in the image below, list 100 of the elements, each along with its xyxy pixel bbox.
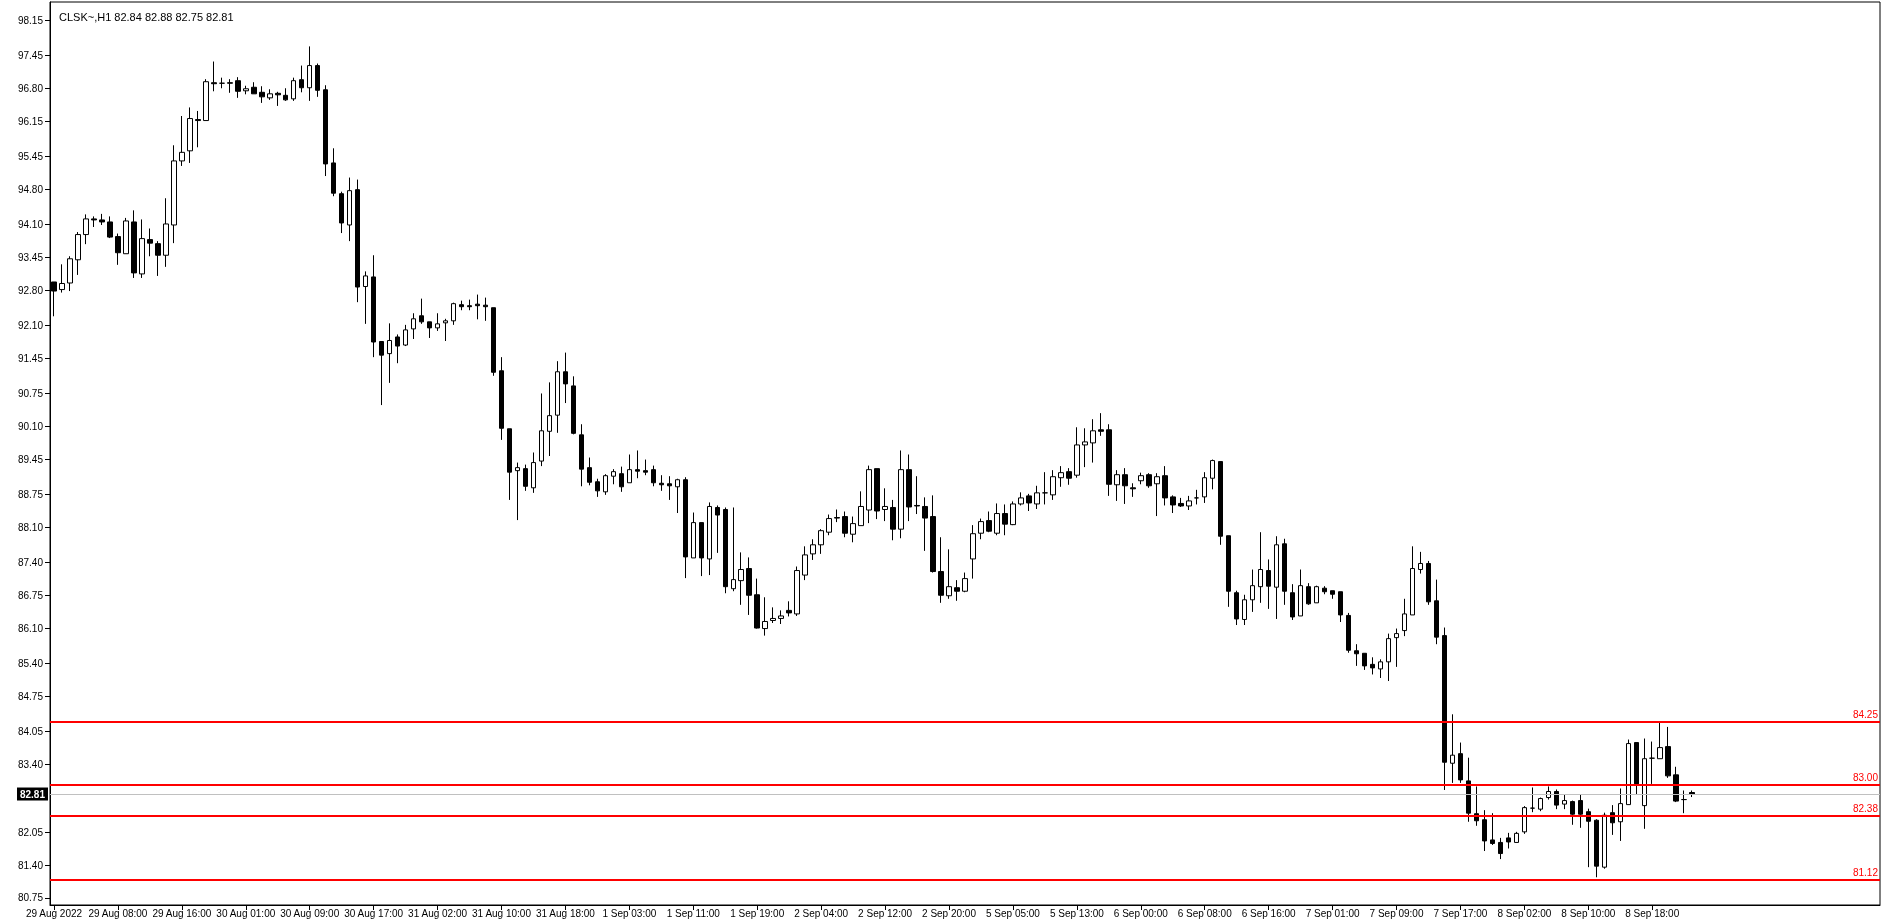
candlestick (283, 87, 288, 102)
candlestick (1114, 469, 1120, 502)
y-tick-label: 95.45 (17, 150, 44, 162)
y-tick-label: 82.05 (17, 826, 44, 838)
candlestick (259, 85, 265, 104)
candlestick (1010, 500, 1016, 526)
candlestick (1178, 497, 1184, 508)
candlestick (746, 556, 752, 616)
candlestick (339, 191, 344, 234)
y-tick-label: 87.40 (17, 556, 44, 568)
candlestick (467, 299, 472, 311)
candlestick (1657, 721, 1663, 760)
candlestick (810, 538, 816, 561)
x-tick-label: 8 Sep 10:00 (1561, 907, 1616, 919)
candlestick (635, 449, 640, 479)
candlestick (643, 459, 648, 476)
candlestick (1450, 713, 1455, 784)
y-tick-label: 94.10 (17, 218, 44, 230)
candlestick (1386, 633, 1391, 682)
y-tick-label: 93.45 (17, 251, 44, 263)
candlestick (627, 454, 632, 484)
y-tick-label: 97.45 (17, 49, 44, 61)
candlestick (1002, 503, 1008, 536)
candlestick (1506, 832, 1511, 849)
candlestick (1218, 461, 1223, 546)
candlestick (579, 423, 584, 487)
candlestick (707, 501, 712, 576)
x-tick-label: 7 Sep 09:00 (1369, 907, 1424, 919)
y-tick-label: 88.10 (17, 521, 44, 533)
candlestick (1514, 831, 1519, 843)
candlestick (1490, 812, 1495, 846)
candlestick (147, 228, 153, 257)
candlestick (1082, 427, 1088, 468)
candlestick (587, 457, 592, 486)
candlestick (1090, 418, 1096, 464)
candlestick (123, 217, 129, 255)
candlestick (411, 312, 416, 340)
y-tick-label: 84.75 (17, 690, 44, 702)
candlestick (691, 512, 696, 559)
candlestick (946, 548, 952, 600)
candlestick (67, 255, 73, 292)
candlestick (371, 254, 376, 358)
ref-line-label: 82.38 (1852, 803, 1879, 815)
candlestick (403, 324, 408, 347)
candlestick (1442, 627, 1447, 791)
y-tick-label: 92.10 (17, 319, 44, 331)
x-tick-label: 7 Sep 17:00 (1433, 907, 1488, 919)
y-tick-label: 96.80 (17, 82, 44, 94)
y-tick-label: 85.40 (17, 657, 44, 669)
candlestick (299, 65, 304, 93)
ref-line-label: 83.00 (1852, 771, 1879, 783)
candlestick (107, 215, 113, 239)
candlestick (483, 297, 488, 322)
candlestick (1626, 739, 1631, 806)
candlestick (826, 514, 832, 536)
candlestick (1634, 742, 1639, 796)
candlestick (131, 209, 137, 279)
candlestick (507, 428, 512, 501)
x-tick-label: 30 Aug 09:00 (280, 907, 340, 919)
candlestick (451, 302, 456, 326)
candlestick (491, 307, 496, 377)
candlestick (770, 606, 776, 624)
candlestick (243, 85, 249, 95)
candlestick (715, 504, 720, 554)
ref-line-label: 81.12 (1852, 866, 1879, 878)
candlestick (427, 321, 432, 339)
candlestick (595, 478, 600, 498)
candlestick (986, 511, 992, 533)
candlestick (1306, 582, 1311, 606)
candlestick (858, 490, 864, 527)
candlestick (611, 468, 616, 485)
candlestick (203, 78, 209, 122)
candlestick (906, 454, 912, 522)
text: CLSK~,H1 82.84 82.88 82.75 82.81 (59, 10, 234, 23)
candlestick (475, 294, 480, 320)
candlestick (59, 263, 65, 294)
candlestick (1578, 794, 1583, 829)
x-tick-label: 1 Sep 11:00 (666, 907, 721, 919)
candlestick (786, 600, 792, 617)
candlestick (1266, 558, 1271, 610)
candlestick (1370, 656, 1375, 675)
candlestick (1050, 469, 1056, 501)
candlestick (275, 91, 281, 107)
candlestick (1146, 472, 1152, 489)
candlestick (99, 213, 105, 226)
y-tick-label: 90.75 (17, 387, 44, 399)
candlestick (1522, 805, 1527, 835)
candlestick (163, 197, 169, 268)
candlestick (659, 474, 664, 492)
candlestick (1210, 459, 1215, 490)
candlestick (1570, 800, 1575, 826)
candlestick (1186, 495, 1192, 511)
candlestick (1130, 482, 1136, 498)
candlestick (1338, 591, 1343, 623)
candlestick (1106, 423, 1112, 497)
candlestick (155, 240, 161, 277)
candlestick (1346, 612, 1351, 654)
candlestick (1466, 757, 1471, 823)
x-tick-label: 6 Sep 16:00 (1241, 907, 1297, 919)
y-tick-label: 96.15 (17, 115, 44, 127)
